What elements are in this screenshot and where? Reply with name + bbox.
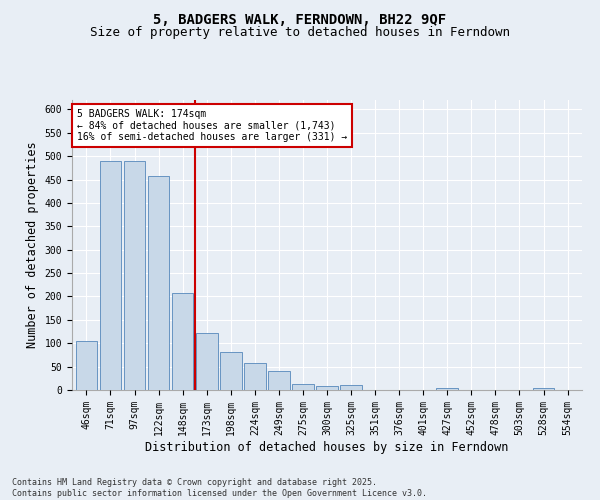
Text: 5 BADGERS WALK: 174sqm
← 84% of detached houses are smaller (1,743)
16% of semi-: 5 BADGERS WALK: 174sqm ← 84% of detached… bbox=[77, 108, 347, 142]
Bar bbox=[76, 341, 97, 390]
Bar bbox=[148, 176, 169, 390]
Bar bbox=[533, 388, 554, 390]
Text: Size of property relative to detached houses in Ferndown: Size of property relative to detached ho… bbox=[90, 26, 510, 39]
Bar bbox=[220, 352, 242, 390]
Bar bbox=[172, 292, 193, 390]
Bar bbox=[316, 386, 338, 390]
Bar bbox=[292, 384, 314, 390]
Bar bbox=[268, 372, 290, 390]
Text: 5, BADGERS WALK, FERNDOWN, BH22 9QF: 5, BADGERS WALK, FERNDOWN, BH22 9QF bbox=[154, 12, 446, 26]
Text: Contains HM Land Registry data © Crown copyright and database right 2025.
Contai: Contains HM Land Registry data © Crown c… bbox=[12, 478, 427, 498]
Bar bbox=[100, 161, 121, 390]
Bar bbox=[340, 386, 362, 390]
Bar bbox=[124, 161, 145, 390]
Bar bbox=[436, 388, 458, 390]
Bar bbox=[196, 333, 218, 390]
Bar bbox=[244, 363, 266, 390]
X-axis label: Distribution of detached houses by size in Ferndown: Distribution of detached houses by size … bbox=[145, 440, 509, 454]
Y-axis label: Number of detached properties: Number of detached properties bbox=[26, 142, 39, 348]
